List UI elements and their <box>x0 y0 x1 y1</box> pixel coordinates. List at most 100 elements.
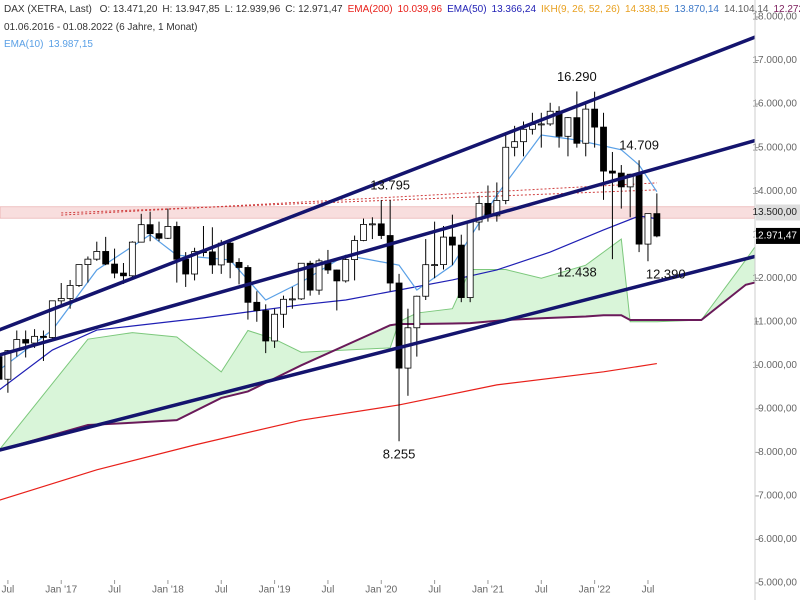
candle-body <box>0 356 3 380</box>
candle-body <box>600 126 607 172</box>
candle-body <box>360 224 367 241</box>
legend-name: EMA(50) <box>447 4 487 15</box>
candle-body <box>288 298 296 301</box>
y-tick-label: 17.000,00 <box>753 55 798 66</box>
candle-body <box>653 213 661 237</box>
candle-body <box>431 264 439 267</box>
y-tick-label: 10.000,00 <box>753 360 798 371</box>
x-tick-label: Jul <box>108 585 121 596</box>
band-tag-label: 13.500,00 <box>753 207 798 218</box>
candle-body <box>502 146 510 201</box>
x-tick-label: Jan '19 <box>259 585 291 596</box>
candle-body <box>40 335 47 338</box>
candle-body <box>271 313 278 342</box>
ohlc: C: 12.971,47 <box>285 4 343 15</box>
instrument: DAX (XETRA, Last) <box>4 4 92 15</box>
legend-name: IKH(9, 26, 52, 26) <box>541 4 620 15</box>
legend-name: EMA(10) <box>4 39 44 50</box>
x-tick-label: Jul <box>1 585 14 596</box>
cloud-fill <box>0 239 755 450</box>
candle-body <box>351 240 359 260</box>
candle-body <box>102 251 110 265</box>
candle-body <box>635 173 643 245</box>
dotted-line <box>61 182 657 216</box>
y-tick-label: 9.000,00 <box>758 403 797 414</box>
x-tick-label: Jan '21 <box>472 585 504 596</box>
y-tick-label: 15.000,00 <box>753 142 798 153</box>
ohlc: O: 13.471,20 <box>99 4 158 15</box>
candle-body <box>235 261 243 268</box>
y-tick-label: 12.000,00 <box>753 273 798 284</box>
candle-body <box>475 202 483 223</box>
x-tick-label: Jan '22 <box>579 585 611 596</box>
candle-body <box>404 327 412 369</box>
ohlc: L: 12.939,96 <box>224 4 281 15</box>
annotation: 14.709 <box>619 138 659 153</box>
annotation: 8.255 <box>383 447 416 462</box>
candle-body <box>226 242 234 263</box>
y-tick-label: 5.000,00 <box>758 578 797 589</box>
candle-body <box>128 241 136 277</box>
x-tick-label: Jan '20 <box>365 585 397 596</box>
legend-value: 13.987,15 <box>48 39 93 50</box>
candle-body <box>315 260 323 291</box>
x-tick-label: Jul <box>642 585 655 596</box>
candle-body <box>48 300 56 338</box>
candle-body <box>280 298 287 315</box>
legend-value: 13.366,24 <box>491 4 537 15</box>
y-tick-label: 14.000,00 <box>753 186 798 197</box>
candle-body <box>564 117 572 137</box>
ohlc: H: 13.947,85 <box>162 4 220 15</box>
candle-body <box>511 141 519 148</box>
candle-body <box>253 301 261 311</box>
candle-body <box>155 233 163 239</box>
candle-body <box>262 310 270 342</box>
candle-body <box>377 223 385 236</box>
last-price-tag <box>756 227 800 244</box>
legend-value: 12.272,92 <box>773 4 800 15</box>
trend-line <box>0 254 755 452</box>
annotation: 12.438 <box>557 265 597 280</box>
candle-body <box>591 108 599 128</box>
candle-body <box>342 259 350 282</box>
candle-body <box>422 264 430 297</box>
candle-body <box>191 251 198 275</box>
candle-body <box>368 223 376 226</box>
trend-line <box>0 138 755 357</box>
candle-body <box>93 251 101 260</box>
candle-body <box>644 213 652 245</box>
candle-body <box>573 117 581 144</box>
cloud-lower <box>0 281 755 451</box>
x-tick-label: Jan '17 <box>45 585 77 596</box>
header-line: DAX (XETRA, Last) O: 13.471,20 H: 13.947,… <box>4 4 800 15</box>
last-price-label: 12.971,47 <box>753 231 798 242</box>
annotation: 16.290 <box>557 69 597 84</box>
candle-body <box>173 226 181 260</box>
candle-body <box>84 258 92 266</box>
band-tag <box>756 204 800 221</box>
candle-body <box>457 244 465 298</box>
candle-body <box>146 224 154 235</box>
legend-value: 14.338,15 <box>624 4 670 15</box>
header-line: 01.06.2016 - 01.08.2022 (6 Jahre, 1 Mona… <box>4 22 202 33</box>
candle-body <box>582 108 590 144</box>
candle-body <box>493 200 501 217</box>
candle-body <box>448 236 456 246</box>
candle-body <box>111 263 118 274</box>
candle-body <box>395 282 403 369</box>
candle-body <box>66 285 74 299</box>
candle-body <box>22 339 30 344</box>
annotation: 13.795 <box>370 178 410 193</box>
trend-line <box>0 35 755 332</box>
candle-body <box>609 170 616 174</box>
candle-body <box>208 251 216 266</box>
y-tick-label: 11.000,00 <box>753 316 797 327</box>
x-tick-label: Jul <box>535 585 548 596</box>
dotted-line <box>61 189 657 214</box>
legend-name: EMA(200) <box>347 4 393 15</box>
indicator-line <box>0 362 657 501</box>
candle-body <box>4 350 12 380</box>
